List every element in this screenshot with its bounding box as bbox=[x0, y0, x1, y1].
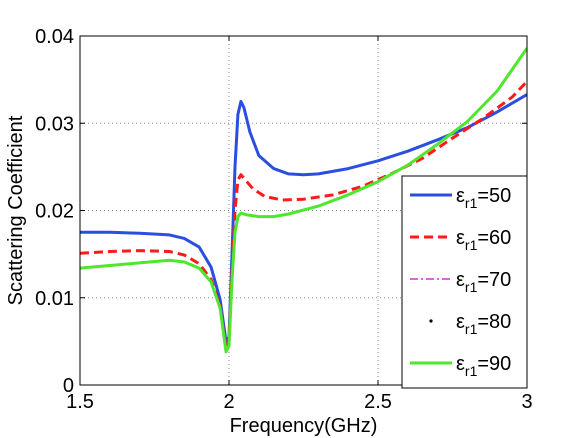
legend-entry: εr1=50 bbox=[410, 185, 511, 211]
axis-ticks: 1.5 2 2.5 3 0 0.01 0.02 0.03 0.04 bbox=[35, 26, 533, 413]
legend-label: εr1=70 bbox=[456, 269, 511, 295]
y-tick-label: 0.01 bbox=[35, 288, 74, 310]
y-tick-label: 0.04 bbox=[35, 26, 74, 48]
y-tick-label: 0 bbox=[63, 375, 74, 397]
legend-entry: εr1=60 bbox=[410, 227, 511, 253]
series-line-90 bbox=[80, 47, 527, 354]
series-line-50 bbox=[80, 93, 527, 343]
legend-entry: εr1=90 bbox=[410, 353, 511, 379]
legend-label: εr1=50 bbox=[456, 185, 511, 211]
series-line-60 bbox=[80, 80, 527, 348]
legend-marker bbox=[429, 319, 433, 323]
legend-label: εr1=60 bbox=[456, 227, 511, 253]
legend-entry: εr1=70 bbox=[410, 269, 511, 295]
x-tick-label: 3 bbox=[521, 391, 532, 413]
x-axis-label: Frequency(GHz) bbox=[230, 415, 378, 437]
x-tick-label: 1.5 bbox=[66, 391, 94, 413]
x-tick-label: 2 bbox=[223, 391, 234, 413]
y-tick-label: 0.03 bbox=[35, 113, 74, 135]
legend-label: εr1=90 bbox=[456, 353, 511, 379]
legend-box bbox=[401, 175, 528, 389]
y-axis-label: Scattering Coefficient bbox=[5, 115, 27, 305]
y-tick-label: 0.02 bbox=[35, 201, 74, 223]
legend-entry: εr1=80 bbox=[429, 311, 511, 337]
x-tick-label: 2.5 bbox=[364, 391, 392, 413]
legend-label: εr1=80 bbox=[456, 311, 511, 337]
series-lines bbox=[80, 47, 527, 354]
legend: εr1=50 εr1=60 εr1=70 εr1=80 εr1=90 bbox=[401, 175, 528, 389]
